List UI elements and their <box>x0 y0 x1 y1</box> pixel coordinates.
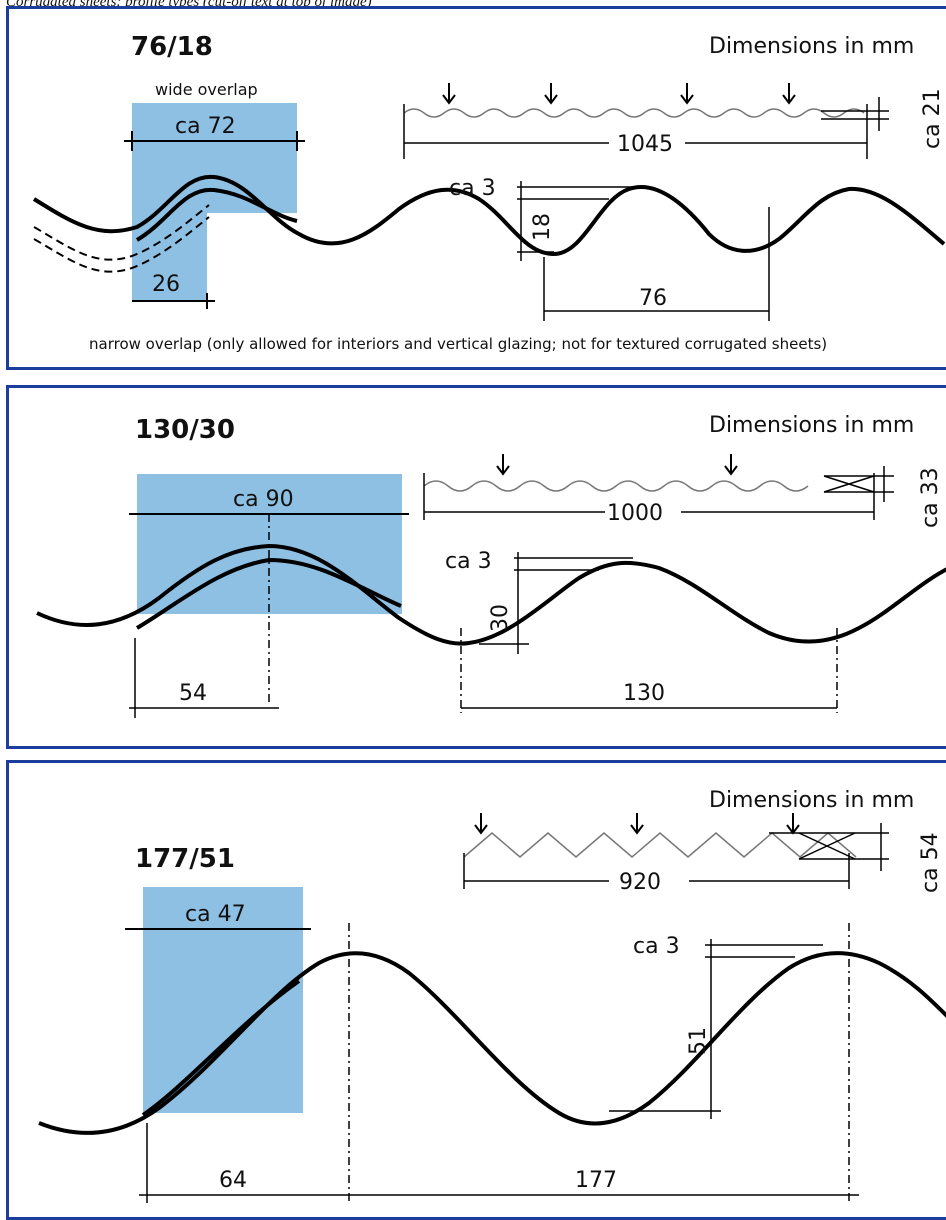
fastener-arrow-icon <box>680 83 694 105</box>
overlap-sheet-line <box>135 187 298 242</box>
overlap-offset-label: 64 <box>219 1168 247 1193</box>
units-label: Dimensions in mm <box>709 413 914 438</box>
profile-title: 130/30 <box>135 415 235 445</box>
sheet-width-label: 920 <box>619 870 661 895</box>
fastener-arrow-icon <box>724 454 738 476</box>
sheet-overview-wave <box>463 832 857 858</box>
fastener-arrow-icon <box>442 83 456 105</box>
sheet-width-label: 1000 <box>607 501 663 526</box>
sheet-overview-wave <box>423 480 809 492</box>
overlap-width-label: ca 47 <box>185 902 246 927</box>
fastener-arrow-icon <box>474 813 488 835</box>
profile-panel-76-18: 76/18 Dimensions in mm wide overlap ca 7… <box>6 6 946 370</box>
total-height-label: ca 33 <box>918 467 943 528</box>
thickness-label: ca 3 <box>449 176 496 201</box>
units-label: Dimensions in mm <box>709 788 914 813</box>
wave-height-label: 51 <box>686 1027 711 1055</box>
wave-height-label: 30 <box>488 604 513 632</box>
corrugated-profile-line <box>32 174 946 257</box>
overlap-sheet-line <box>135 557 402 630</box>
profile-title: 177/51 <box>135 844 235 874</box>
pitch-label: 130 <box>623 681 665 706</box>
sheet-width-label: 1045 <box>617 132 673 157</box>
profile-diagram-177-51: 177/51 Dimensions in mm ca 47 920 ca 54 … <box>38 788 946 1203</box>
overlap-width-label: ca 72 <box>175 114 236 139</box>
fastener-arrow-icon <box>630 813 644 835</box>
corrugated-profile-line <box>36 543 946 646</box>
wide-overlap-label: wide overlap <box>155 80 258 99</box>
thickness-label: ca 3 <box>445 549 492 574</box>
fastener-arrow-icon <box>496 454 510 476</box>
fastener-arrow-icon <box>782 83 796 105</box>
overlap-sheet-line <box>141 979 301 1117</box>
underlying-sheet-dashed-2 <box>33 216 210 273</box>
wide-overlap-area <box>132 103 297 213</box>
profile-title: 76/18 <box>131 32 213 62</box>
pitch-label: 76 <box>639 286 667 311</box>
wave-height-label: 18 <box>530 213 555 241</box>
fastener-arrow-icon <box>786 813 800 835</box>
total-height-label: ca 21 <box>920 88 945 149</box>
profile-diagram-130-30: 130/30 Dimensions in mm ca 90 1000 ca 33… <box>36 413 946 718</box>
narrow-overlap-note: narrow overlap (only allowed for interio… <box>89 335 827 353</box>
figure-caption: Corrugated sheets: profile types (cut-of… <box>6 0 372 10</box>
units-label: Dimensions in mm <box>709 34 914 59</box>
overlap-offset-label: 54 <box>179 681 207 706</box>
overlap-cross-mark <box>798 832 856 860</box>
profile-panel-130-30: 130/30 Dimensions in mm ca 90 1000 ca 33… <box>6 385 946 749</box>
corrugated-profile-line <box>38 951 946 1135</box>
narrow-width-label: 26 <box>152 272 180 297</box>
underlying-sheet-dashed <box>33 204 210 261</box>
overlap-width-label: ca 90 <box>233 487 294 512</box>
overlap-cross-mark <box>823 475 875 493</box>
sheet-overview-wave <box>403 108 865 118</box>
pitch-label: 177 <box>575 1168 617 1193</box>
fastener-arrow-icon <box>544 83 558 105</box>
profile-panel-177-51: 177/51 Dimensions in mm ca 47 920 ca 54 … <box>6 760 946 1220</box>
thickness-label: ca 3 <box>633 934 680 959</box>
narrow-overlap-area <box>132 213 207 301</box>
total-height-label: ca 54 <box>918 832 943 893</box>
profile-diagram-76-18: 76/18 Dimensions in mm wide overlap ca 7… <box>32 32 946 353</box>
